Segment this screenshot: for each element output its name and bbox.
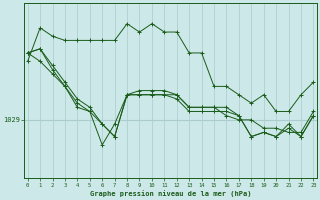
X-axis label: Graphe pression niveau de la mer (hPa): Graphe pression niveau de la mer (hPa) — [90, 190, 251, 197]
